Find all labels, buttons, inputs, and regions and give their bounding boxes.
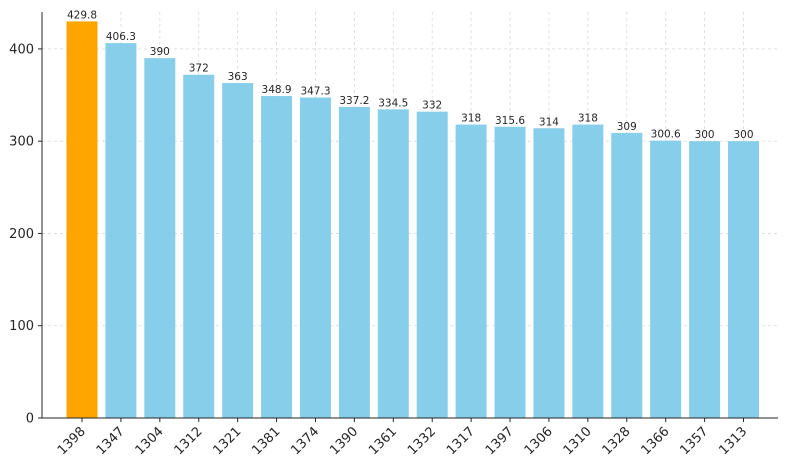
y-tick-label: 300	[9, 135, 34, 150]
bar-value-label: 334.5	[378, 97, 408, 109]
x-tick-label: 1317	[444, 424, 478, 458]
bar-value-label: 348.9	[262, 84, 292, 96]
x-tick-label: 1347	[94, 424, 128, 458]
bar-1390	[338, 106, 370, 419]
bar-1347	[105, 43, 137, 418]
x-tick-label: 1312	[172, 424, 206, 458]
bar-value-label: 363	[228, 71, 248, 83]
bar-value-label: 429.8	[67, 9, 97, 21]
x-tick-label: 1304	[133, 424, 167, 458]
x-tick-label: 1381	[249, 424, 283, 458]
bars-layer	[66, 21, 759, 419]
data-labels-layer: 429.8 406.3 390 372 363 348.9 347.3 337.2 334.5 3…	[67, 9, 754, 141]
y-tick-label: 0	[26, 412, 34, 427]
bar-value-label: 315.6	[495, 115, 525, 127]
bar-1328	[611, 132, 643, 419]
x-tick-label: 1313	[716, 424, 750, 458]
bar-1310	[572, 124, 604, 418]
x-tick-label: 1321	[210, 424, 244, 458]
bar-value-label: 337.2	[339, 95, 369, 107]
x-tick-label: 1357	[677, 424, 711, 458]
bar-1366	[650, 140, 682, 419]
bar-1381	[261, 96, 293, 418]
bar-value-label: 314	[539, 116, 559, 128]
x-tick-label: 1332	[405, 424, 439, 458]
bar-value-label: 372	[189, 63, 209, 75]
bar-1317	[455, 124, 487, 418]
x-tick-label: 1366	[638, 424, 672, 458]
y-tick-label: 200	[9, 227, 34, 242]
bar-1312	[183, 74, 215, 418]
bar-value-label: 309	[617, 121, 637, 133]
x-tick-label: 1390	[327, 424, 361, 458]
bar-value-label: 300.6	[651, 129, 681, 141]
bar-value-label: 300	[695, 129, 715, 141]
y-tick-label: 400	[9, 42, 34, 57]
bar-value-label: 390	[150, 46, 170, 58]
x-tick-label: 1361	[366, 424, 400, 458]
x-tick-label: 1310	[561, 424, 595, 458]
bar-value-label: 318	[461, 113, 481, 125]
bar-value-label: 406.3	[106, 31, 136, 43]
x-tick-label: 1398	[55, 424, 89, 458]
bar-1321	[222, 83, 254, 419]
bar-1357	[689, 141, 721, 418]
x-tick-label: 1397	[483, 424, 517, 458]
bar-1374	[299, 97, 331, 419]
x-tick-label: 1374	[288, 424, 322, 458]
bar-1306	[533, 128, 565, 418]
bar-1361	[377, 109, 409, 419]
bar-1397	[494, 126, 526, 419]
bar-value-label: 318	[578, 113, 598, 125]
bar-1332	[416, 111, 448, 419]
x-tick-label: 1328	[600, 424, 634, 458]
bar-value-label: 347.3	[300, 86, 330, 98]
x-tick-label: 1306	[522, 424, 556, 458]
bar-1398	[66, 21, 98, 419]
bar-value-label: 332	[422, 100, 442, 112]
bar-value-label: 300	[733, 129, 753, 141]
y-tick-label: 100	[9, 319, 34, 334]
bar-1304	[144, 58, 176, 419]
bar-1313	[728, 141, 759, 418]
